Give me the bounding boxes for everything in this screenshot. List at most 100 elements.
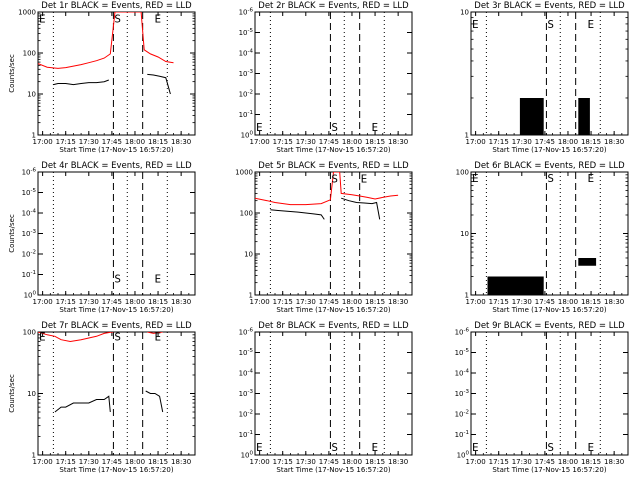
- panel-title: Det 5r BLACK = Events, RED = LLD: [258, 161, 409, 171]
- y-tick-label: 10-5: [22, 188, 37, 197]
- x-tick-label: 17:45: [535, 138, 555, 146]
- x-tick-label: 17:15: [489, 298, 509, 306]
- event-marker-s: S: [114, 273, 121, 286]
- series-line: [53, 79, 109, 86]
- y-tick-label: 10-2: [455, 410, 469, 419]
- y-tick-label: 10-6: [239, 328, 254, 337]
- plot-frame: [470, 331, 629, 456]
- y-tick-label: 10: [27, 91, 36, 99]
- y-tick-label: 10-2: [239, 410, 253, 419]
- x-axis-label: Start Time (17-Nov-15 16:57:20): [59, 146, 173, 154]
- y-tick-label: 10: [27, 390, 36, 398]
- x-tick-label: 18:30: [171, 298, 191, 306]
- panel-title: Det 1r BLACK = Events, RED = LLD: [41, 1, 192, 11]
- x-tick-label: 17:45: [102, 298, 122, 306]
- panel-title: Det 8r BLACK = Events, RED = LLD: [258, 321, 409, 331]
- y-tick-label: 10-5: [239, 348, 254, 357]
- plot-frame: [254, 11, 413, 136]
- event-marker-e: E: [472, 441, 479, 454]
- panel-det-8: Det 8r BLACK = Events, RED = LLD 17:00 17:…: [239, 321, 413, 474]
- x-tick-label: 17:30: [79, 458, 99, 466]
- y-tick-label: 10-3: [22, 229, 37, 238]
- y-tick-label: 10-3: [239, 69, 254, 78]
- event-marker-e: E: [472, 172, 479, 185]
- x-tick-label: 17:00: [466, 298, 486, 306]
- y-tick-label: 100: [24, 291, 37, 300]
- y-tick-label: 10-5: [455, 348, 470, 357]
- event-marker-s: S: [331, 441, 338, 454]
- y-tick-label: 10-4: [455, 369, 470, 378]
- x-tick-label: 17:45: [319, 458, 339, 466]
- x-tick-label: 18:15: [581, 138, 601, 146]
- x-axis-label: Start Time (17-Nov-15 16:57:20): [276, 466, 390, 474]
- event-marker-s: S: [547, 18, 554, 31]
- y-tick-label: 10-2: [22, 250, 36, 259]
- y-tick-label: 10-1: [239, 430, 253, 439]
- x-tick-label: 18:30: [388, 298, 408, 306]
- plot-frame: [37, 11, 196, 136]
- y-tick-label: 10-3: [239, 389, 254, 398]
- y-tick-label: 10-6: [455, 328, 470, 337]
- y-tick-label: 100: [23, 329, 36, 337]
- y-tick-label: 10-1: [22, 270, 36, 279]
- x-axis-label: Start Time (17-Nov-15 16:57:20): [492, 306, 606, 314]
- x-tick-label: 17:00: [33, 298, 53, 306]
- panel-title: Det 4r BLACK = Events, RED = LLD: [41, 161, 192, 171]
- y-tick-label: 1000: [235, 169, 253, 177]
- y-tick-label: 10-6: [239, 8, 254, 17]
- x-tick-label: 18:30: [171, 138, 191, 146]
- panel-title: Det 3r BLACK = Events, RED = LLD: [474, 1, 625, 11]
- y-tick-label: 1: [465, 292, 469, 300]
- x-tick-label: 17:00: [250, 138, 270, 146]
- x-tick-label: 18:00: [342, 298, 362, 306]
- x-tick-label: 17:30: [512, 458, 532, 466]
- x-tick-label: 18:15: [581, 458, 601, 466]
- x-tick-label: 18:00: [342, 138, 362, 146]
- y-tick-label: 100: [240, 210, 253, 218]
- event-marker-e: E: [472, 18, 479, 31]
- y-tick-label: 10: [460, 230, 469, 238]
- x-tick-label: 18:30: [171, 458, 191, 466]
- event-marker-e: E: [154, 330, 161, 343]
- event-marker-s: S: [114, 330, 121, 343]
- x-tick-label: 18:00: [558, 458, 578, 466]
- series-line: [54, 395, 111, 413]
- series-spikes-segment: [578, 98, 590, 135]
- x-tick-label: 18:15: [365, 298, 385, 306]
- plot-frame: [254, 171, 413, 296]
- panel-det-9: Det 9r BLACK = Events, RED = LLD 17:00 17:…: [455, 321, 629, 474]
- event-marker-e: E: [39, 330, 46, 343]
- x-tick-label: 17:30: [512, 298, 532, 306]
- series-line-segment: [145, 390, 164, 413]
- plot-frame: [470, 11, 629, 136]
- x-axis-label: Start Time (17-Nov-15 16:57:20): [59, 466, 173, 474]
- x-tick-label: 18:00: [558, 138, 578, 146]
- panel-title: Det 9r BLACK = Events, RED = LLD: [474, 321, 625, 331]
- x-tick-label: 18:30: [604, 138, 624, 146]
- y-tick-label: 1: [465, 132, 469, 140]
- x-tick-label: 17:30: [296, 138, 316, 146]
- y-tick-label: 10: [460, 9, 469, 17]
- x-tick-label: 18:15: [365, 138, 385, 146]
- x-tick-label: 17:30: [296, 298, 316, 306]
- x-tick-label: 17:45: [319, 138, 339, 146]
- x-tick-label: 17:00: [466, 458, 486, 466]
- x-axis-label: Start Time (17-Nov-15 16:57:20): [492, 466, 606, 474]
- x-tick-label: 17:45: [102, 138, 122, 146]
- y-tick-label: 100: [241, 451, 254, 460]
- x-tick-label: 17:00: [250, 458, 270, 466]
- series-spikes: [487, 276, 544, 295]
- x-tick-label: 17:15: [56, 458, 76, 466]
- y-tick-label: 100: [241, 131, 254, 140]
- event-marker-s: S: [331, 121, 338, 134]
- series-line-segment: [341, 197, 381, 220]
- x-tick-label: 17:00: [33, 138, 53, 146]
- y-tick-label: 10-4: [22, 209, 37, 218]
- x-tick-label: 18:00: [558, 298, 578, 306]
- y-tick-label: 1: [249, 292, 253, 300]
- x-tick-label: 18:15: [148, 138, 168, 146]
